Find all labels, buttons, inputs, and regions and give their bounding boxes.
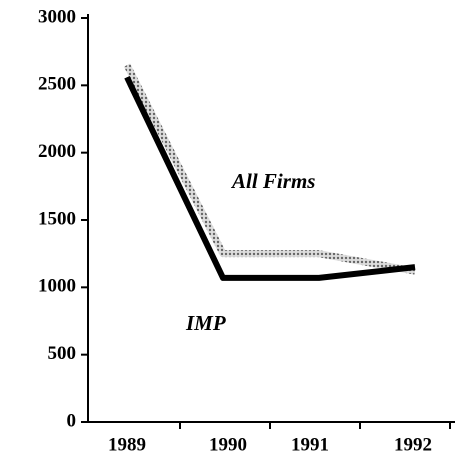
x-tick-label: 1991: [291, 434, 329, 455]
x-tick-label: 1992: [394, 434, 432, 455]
x-tick-label: 1989: [108, 434, 146, 455]
series-line: [123, 63, 416, 275]
y-tick-label: 2500: [38, 74, 76, 95]
y-tick-label: 0: [67, 410, 77, 431]
y-tick-label: 1500: [38, 208, 76, 229]
y-tick-label: 500: [48, 343, 77, 364]
series-label: IMP: [185, 311, 226, 335]
y-tick-label: 3000: [38, 6, 76, 27]
y-tick-label: 1000: [38, 276, 76, 297]
y-tick-label: 2000: [38, 141, 76, 162]
series-label: All Firms: [230, 169, 315, 193]
series-line: [124, 75, 416, 281]
x-tick-label: 1990: [209, 434, 247, 455]
